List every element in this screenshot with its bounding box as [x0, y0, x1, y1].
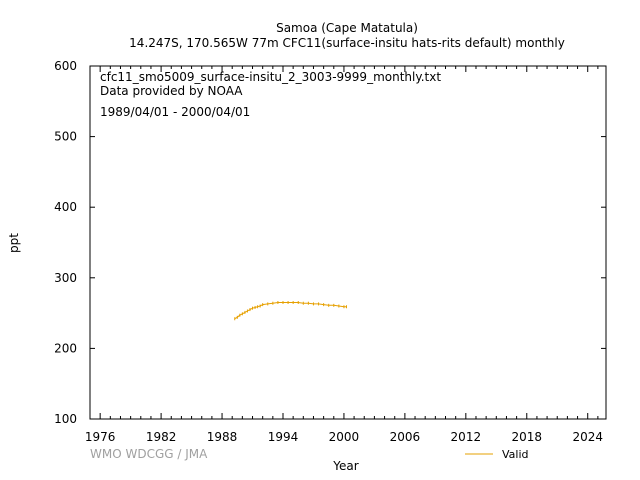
y-tick-label: 100	[54, 412, 77, 426]
legend: Valid	[465, 448, 529, 461]
x-tick-label: 2006	[390, 430, 421, 444]
x-tick-label: 1988	[207, 430, 238, 444]
x-tick-label: 2018	[511, 430, 542, 444]
x-tick-label: 2012	[451, 430, 482, 444]
y-tick-label: 200	[54, 341, 77, 355]
y-tick-label: 300	[54, 271, 77, 285]
y-tick-label: 600	[54, 59, 77, 73]
chart-title: Samoa (Cape Matatula)	[276, 21, 418, 35]
y-tick-label: 500	[54, 130, 77, 144]
file-annotation: cfc11_smo5009_surface-insitu_2_3003-9999…	[100, 70, 441, 84]
x-tick-label: 2024	[572, 430, 603, 444]
legend-label-valid: Valid	[502, 448, 529, 461]
x-tick-label: 1994	[268, 430, 299, 444]
x-tick-label: 1982	[146, 430, 177, 444]
chart-subtitle: 14.247S, 170.565W 77m CFC11(surface-insi…	[129, 36, 565, 50]
y-tick-label: 400	[54, 200, 77, 214]
y-axis: 100 200 300 400 500 600	[54, 59, 606, 426]
x-tick-label: 1976	[85, 430, 116, 444]
credit-text: WMO WDCGG / JMA	[90, 447, 208, 461]
series-line-valid	[234, 302, 347, 320]
x-axis-label: Year	[332, 459, 358, 473]
period-annotation: 1989/04/01 - 2000/04/01	[100, 105, 250, 119]
x-tick-label: 2000	[329, 430, 360, 444]
plot-area	[89, 65, 607, 420]
x-axis: 1976 1982 1988 1994 2000 2006 2012 2018 2024	[85, 66, 603, 444]
y-axis-label: ppt	[7, 233, 21, 253]
provider-annotation: Data provided by NOAA	[100, 84, 243, 98]
data-series	[234, 301, 347, 321]
